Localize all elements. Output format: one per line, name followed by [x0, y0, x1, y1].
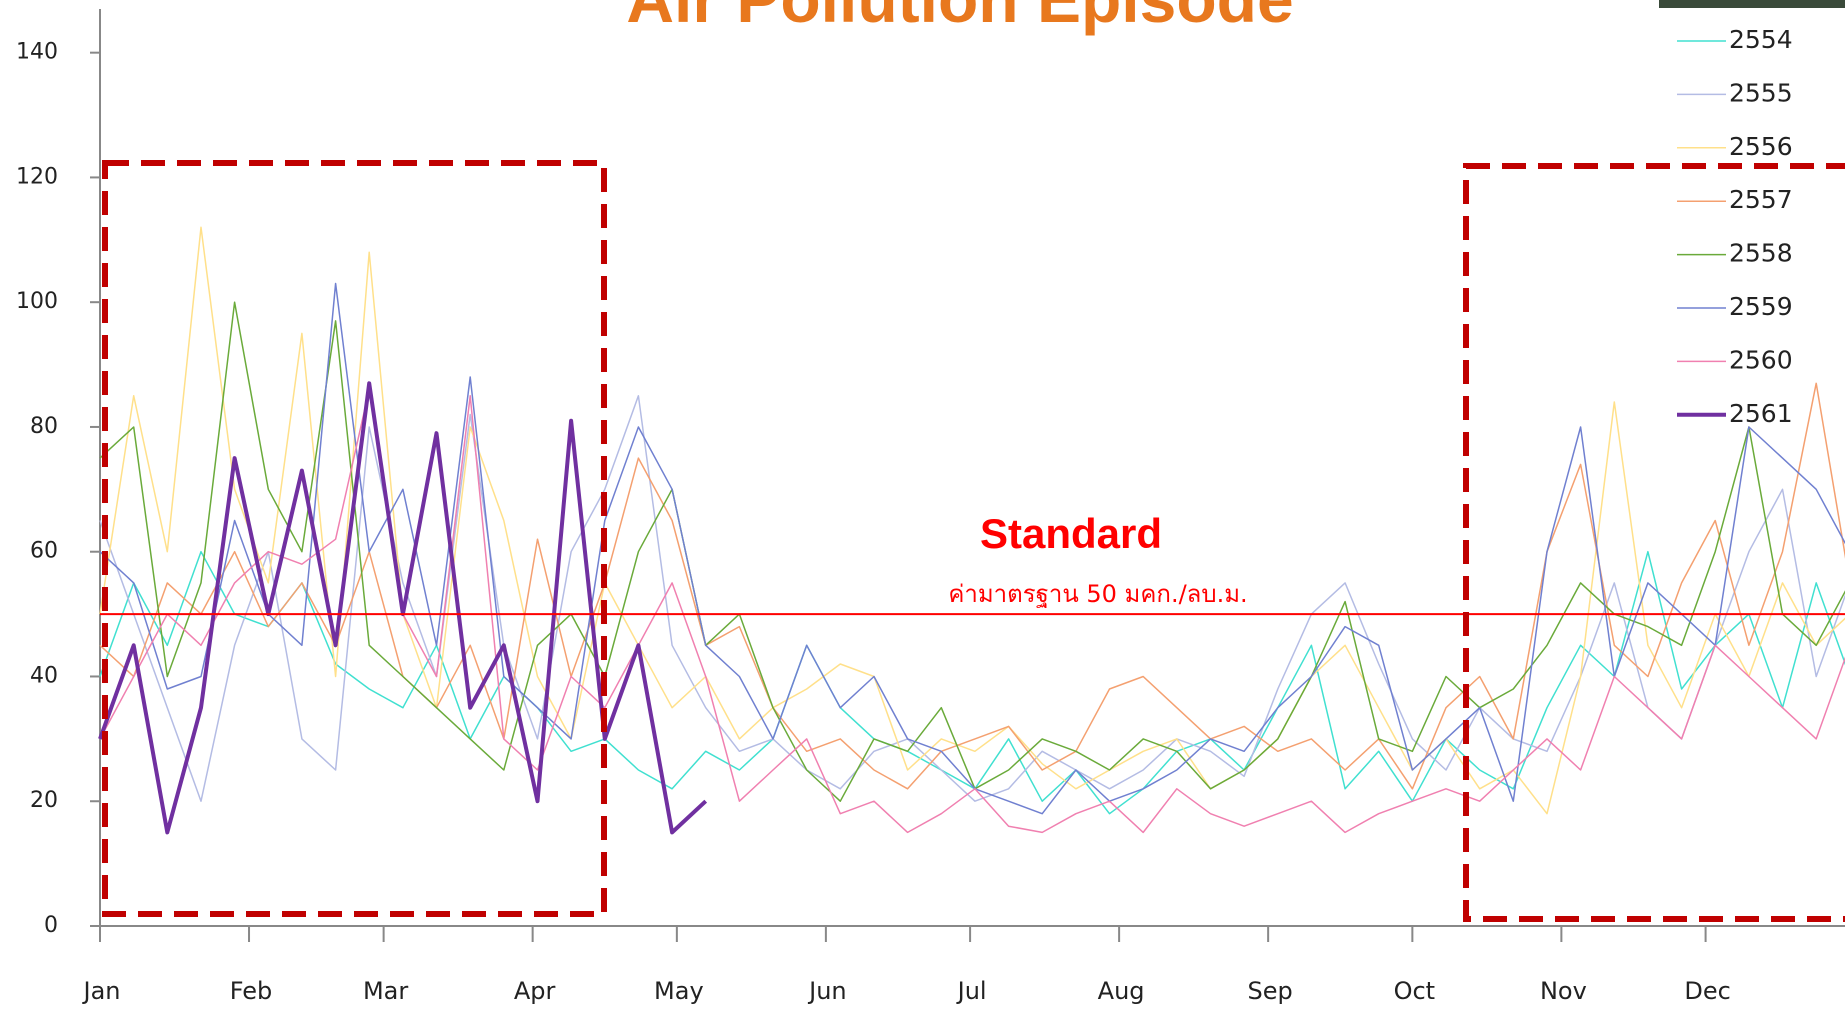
y-tick-label: 0 — [44, 913, 58, 938]
y-tick-label: 140 — [16, 40, 58, 65]
legend-label: 2560 — [1729, 345, 1793, 374]
x-tick-label: Apr — [514, 977, 556, 1005]
x-tick-label: May — [654, 977, 704, 1005]
legend-label: 2554 — [1729, 25, 1793, 54]
standard-label: Standard — [980, 510, 1162, 557]
episode-box — [1466, 166, 1845, 919]
photo-strip — [1659, 0, 1845, 8]
series-line — [100, 284, 1845, 814]
legend-label: 2561 — [1729, 399, 1793, 428]
series-line — [100, 383, 706, 832]
x-tick-label: Oct — [1394, 977, 1436, 1005]
x-tick-label: Jul — [956, 977, 987, 1005]
y-tick-label: 20 — [30, 788, 58, 813]
legend-label: 2555 — [1729, 78, 1793, 107]
episode-box — [105, 163, 604, 914]
legend-label: 2558 — [1729, 239, 1793, 268]
standard-note: ค่ามาตรฐาน 50 มคก./ลบ.ม. — [948, 580, 1247, 608]
x-tick-label: Sep — [1248, 977, 1293, 1005]
x-tick-label: Aug — [1098, 977, 1145, 1005]
series-line — [100, 227, 1845, 813]
chart: Air Pollution Episode 0 20 40 60 80 100 120 140… — [0, 0, 1845, 1008]
legend-label: 2557 — [1729, 185, 1793, 214]
x-tick-label: Jun — [807, 977, 847, 1005]
series-line — [100, 302, 1845, 801]
legend-label: 2556 — [1729, 132, 1793, 161]
x-tick-label: Jan — [82, 977, 121, 1005]
legend-label: 2559 — [1729, 292, 1793, 321]
y-tick-label: 100 — [16, 289, 58, 314]
y-tick-label: 40 — [30, 663, 58, 688]
x-tick-label: Feb — [230, 977, 273, 1005]
y-tick-label: 80 — [30, 414, 58, 439]
y-tick-label: 60 — [30, 539, 58, 564]
chart-title: Air Pollution Episode — [626, 0, 1293, 36]
y-tick-label: 120 — [16, 164, 58, 189]
x-tick-label: Nov — [1540, 977, 1587, 1005]
x-tick-label: Dec — [1684, 977, 1730, 1005]
x-tick-label: Mar — [363, 977, 408, 1005]
plot-area: 0 20 40 60 80 100 120 140 Jan Feb Mar Apr May Jun Jul A… — [16, 9, 1845, 1005]
